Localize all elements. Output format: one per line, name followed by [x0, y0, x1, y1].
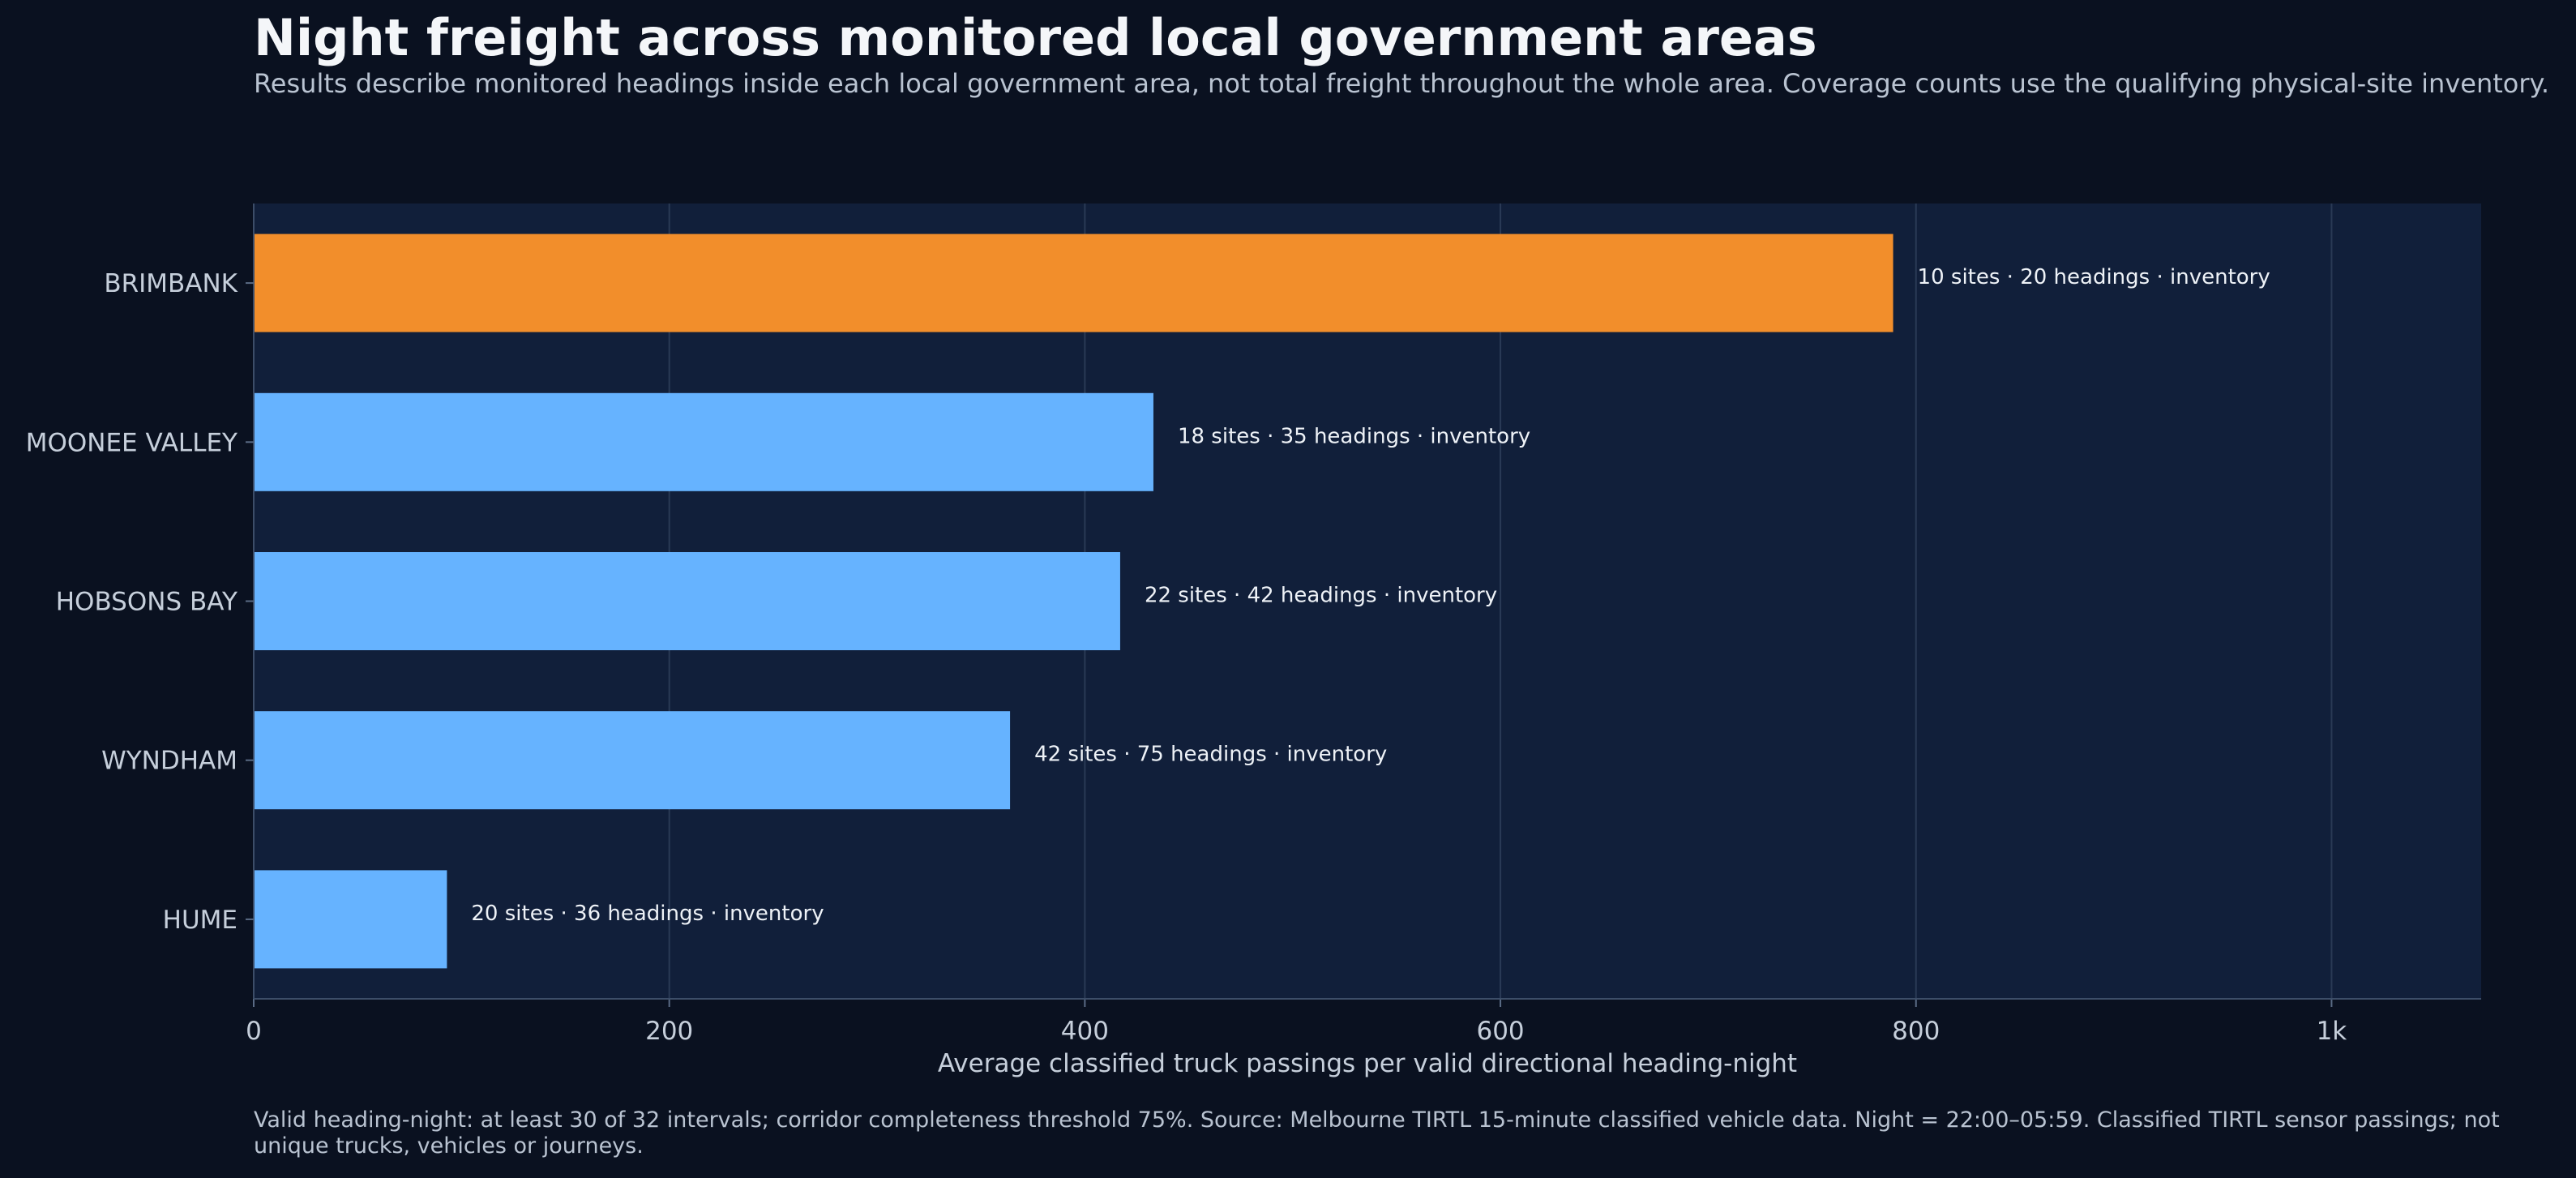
x-tick-label: 800	[1892, 1017, 1940, 1046]
bar-annotation: 20 sites · 36 headings · inventory	[471, 902, 824, 926]
bar-wyndham	[254, 711, 1011, 810]
bar-hume	[254, 870, 447, 969]
bar-annotation: 42 sites · 75 headings · inventory	[1034, 743, 1387, 767]
bar-brimbank	[254, 233, 1893, 332]
bar-annotation: 18 sites · 35 headings · inventory	[1178, 424, 1530, 448]
category-label: HOBSONS BAY	[56, 588, 237, 617]
bar-annotation: 10 sites · 20 headings · inventory	[1918, 265, 2270, 289]
bar-annotation: 22 sites · 42 headings · inventory	[1145, 584, 1497, 608]
category-label: MOONEE VALLEY	[26, 428, 237, 457]
bar-moonee-valley	[254, 392, 1153, 491]
bar-hobsons-bay	[254, 552, 1120, 650]
x-tick-label: 600	[1476, 1017, 1524, 1046]
x-axis-title: Average classified truck passings per va…	[938, 1049, 1797, 1078]
category-label: BRIMBANK	[104, 269, 237, 298]
x-tick-label: 400	[1061, 1017, 1109, 1046]
category-label: WYNDHAM	[101, 747, 237, 776]
category-label: HUME	[163, 906, 237, 935]
x-tick-label: 1k	[2317, 1017, 2347, 1046]
chart-title: Night freight across monitored local gov…	[254, 8, 1817, 67]
x-tick-label: 200	[645, 1017, 693, 1046]
chart-subtitle: Results describe monitored headings insi…	[254, 68, 2550, 99]
x-tick-label: 0	[246, 1017, 262, 1046]
chart-footnote: Valid heading-night: at least 30 of 32 i…	[254, 1107, 2500, 1159]
